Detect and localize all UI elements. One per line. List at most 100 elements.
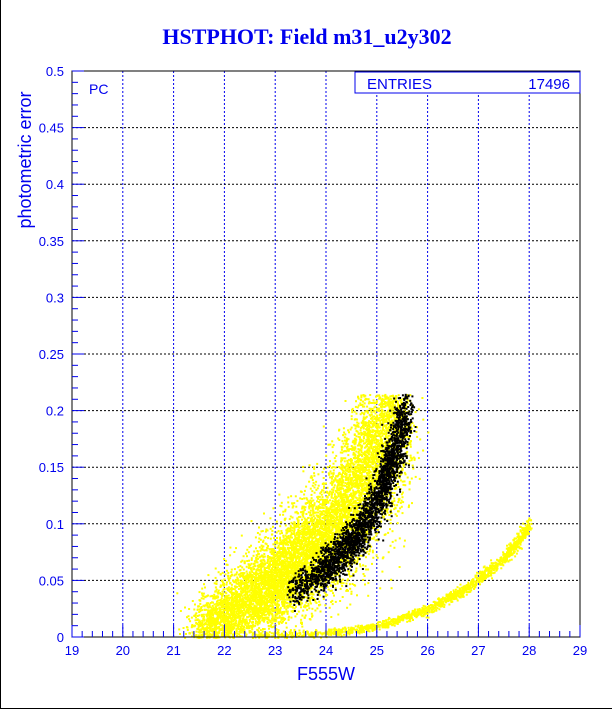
data-point — [229, 604, 232, 607]
data-point — [335, 503, 338, 506]
data-point — [280, 566, 283, 568]
data-point — [346, 503, 349, 506]
data-point — [263, 591, 266, 594]
data-point — [300, 618, 303, 621]
data-point — [372, 556, 375, 559]
data-point — [256, 623, 259, 626]
data-point — [341, 479, 344, 482]
data-point — [212, 596, 215, 598]
data-point — [209, 615, 212, 618]
data-point — [268, 557, 271, 560]
data-point — [233, 636, 235, 639]
data-point — [329, 476, 331, 479]
data-point — [383, 413, 385, 415]
data-point — [351, 496, 354, 499]
data-point — [353, 437, 356, 440]
data-point — [261, 630, 264, 633]
data-point — [260, 596, 263, 599]
data-point — [232, 620, 235, 623]
data-point — [390, 402, 393, 405]
data-point — [347, 562, 350, 565]
data-point — [278, 604, 280, 607]
data-point — [280, 581, 283, 584]
data-point — [357, 404, 360, 407]
data-point — [250, 557, 253, 560]
data-point — [347, 462, 350, 465]
data-point — [301, 625, 304, 628]
data-point — [308, 544, 311, 547]
data-point — [402, 483, 405, 486]
data-point — [349, 498, 352, 501]
data-point — [253, 588, 256, 591]
data-point — [277, 546, 280, 549]
data-point — [321, 471, 324, 474]
data-point — [349, 603, 352, 606]
data-point — [263, 614, 266, 617]
data-point — [364, 583, 366, 586]
data-point — [317, 511, 320, 514]
data-point — [232, 601, 235, 604]
data-point — [340, 448, 343, 451]
data-point — [263, 608, 266, 611]
data-point — [268, 570, 271, 573]
data-point — [354, 513, 357, 516]
data-point — [223, 578, 226, 581]
data-point — [303, 493, 306, 496]
data-point — [351, 504, 354, 507]
data-point — [262, 539, 265, 542]
data-point — [340, 508, 343, 511]
data-point — [212, 601, 214, 604]
data-point — [322, 477, 325, 479]
data-point — [285, 608, 288, 611]
data-point — [231, 596, 233, 599]
data-point — [354, 427, 357, 430]
data-point — [267, 618, 270, 621]
data-point — [337, 495, 340, 498]
data-point — [399, 473, 402, 476]
data-point — [372, 466, 375, 469]
data-point — [363, 417, 366, 420]
data-point — [368, 477, 371, 480]
data-point — [308, 503, 311, 506]
data-point — [364, 565, 367, 568]
data-point — [313, 467, 316, 470]
data-point — [335, 497, 337, 500]
data-point — [360, 495, 363, 498]
data-point — [387, 448, 390, 451]
data-point — [319, 510, 322, 513]
data-point — [397, 485, 400, 488]
data-point — [195, 622, 198, 624]
data-point — [255, 556, 258, 559]
data-point — [323, 513, 326, 516]
data-point — [411, 464, 414, 467]
data-point — [370, 426, 373, 429]
data-point — [266, 621, 269, 624]
data-point — [222, 629, 225, 632]
data-point — [408, 482, 411, 485]
data-point — [289, 551, 292, 554]
data-point — [344, 489, 347, 492]
data-point — [355, 435, 358, 438]
data-point — [313, 547, 316, 549]
data-point — [364, 459, 367, 462]
data-point — [329, 517, 332, 520]
data-point — [279, 504, 282, 507]
data-point — [291, 536, 293, 539]
data-point — [293, 598, 296, 601]
data-point — [319, 594, 322, 597]
data-point — [333, 486, 336, 489]
data-point — [301, 614, 304, 617]
data-point — [408, 436, 411, 439]
data-point — [306, 498, 309, 501]
data-point — [235, 619, 238, 622]
data-point — [283, 585, 286, 588]
data-point — [397, 461, 399, 464]
data-point — [364, 410, 367, 413]
data-point — [260, 562, 262, 565]
data-point — [337, 519, 340, 521]
data-point — [298, 576, 301, 579]
data-point — [238, 602, 241, 605]
data-point — [376, 459, 379, 461]
data-point — [280, 593, 283, 596]
data-point — [256, 603, 259, 606]
